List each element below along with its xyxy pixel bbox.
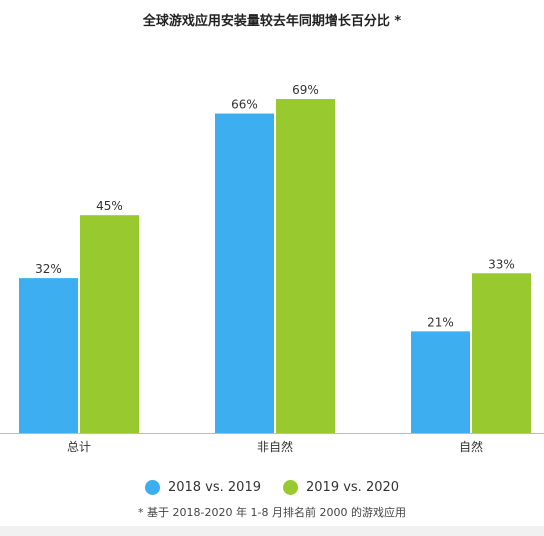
data-label-1-3: 21% xyxy=(427,315,454,329)
data-label-2-1: 45% xyxy=(96,199,123,213)
bar-chart: 32% 45% 总计 66% 69% 非自然 21% 33% 自然 xyxy=(0,83,544,454)
legend-swatch-series-2 xyxy=(283,480,298,495)
category-label-1: 总计 xyxy=(67,440,91,454)
bar-1-2 xyxy=(215,113,274,433)
bar-2-3 xyxy=(472,273,531,433)
legend-item-series-2: 2019 vs. 2020 xyxy=(283,480,399,495)
bars-group xyxy=(19,99,531,433)
bar-2-2 xyxy=(276,99,335,433)
category-label-3: 自然 xyxy=(459,439,483,454)
labels-group: 32% 45% 总计 66% 69% 非自然 21% 33% 自然 xyxy=(35,83,515,454)
legend-swatch-series-1 xyxy=(144,480,160,495)
legend-label-series-1: 2018 vs. 2019 xyxy=(167,480,261,495)
bar-1-1 xyxy=(19,278,78,433)
footnote: * 基于 2018-2020 年 1-8 月排名前 2000 的游戏应用 xyxy=(138,506,406,519)
data-label-1-1: 32% xyxy=(35,262,62,276)
chart-title: 全球游戏应用安装量较去年同期增长百分比 * xyxy=(142,14,402,29)
data-label-2-3: 33% xyxy=(488,257,515,271)
bottom-band xyxy=(0,526,544,536)
legend-label-series-2: 2019 vs. 2020 xyxy=(306,480,400,495)
data-label-2-2: 69% xyxy=(292,83,319,97)
category-label-2: 非自然 xyxy=(257,439,293,454)
legend-item-series-1: 2018 vs. 2019 xyxy=(144,480,261,495)
bar-2-1 xyxy=(80,215,139,433)
data-label-1-2: 66% xyxy=(231,98,258,112)
bar-1-3 xyxy=(411,331,470,433)
legend: 2018 vs. 2019 2019 vs. 2020 xyxy=(0,480,544,495)
